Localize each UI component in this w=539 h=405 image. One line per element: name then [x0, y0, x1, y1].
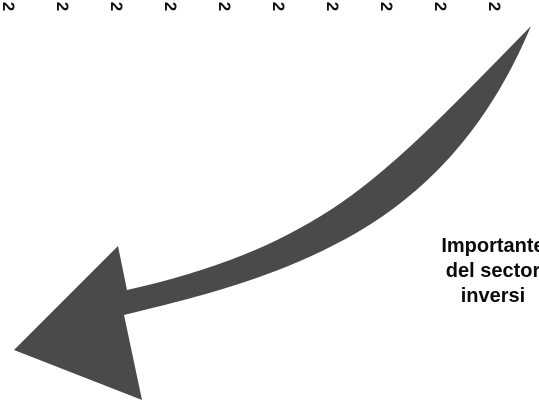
caption-text: Importante del sector inversi: [408, 234, 539, 309]
caption-line-3: inversi: [460, 285, 526, 307]
caption-line-1: Importante: [441, 235, 539, 257]
arrow-shape: [14, 26, 531, 400]
caption-line-2: del sector: [445, 260, 539, 282]
